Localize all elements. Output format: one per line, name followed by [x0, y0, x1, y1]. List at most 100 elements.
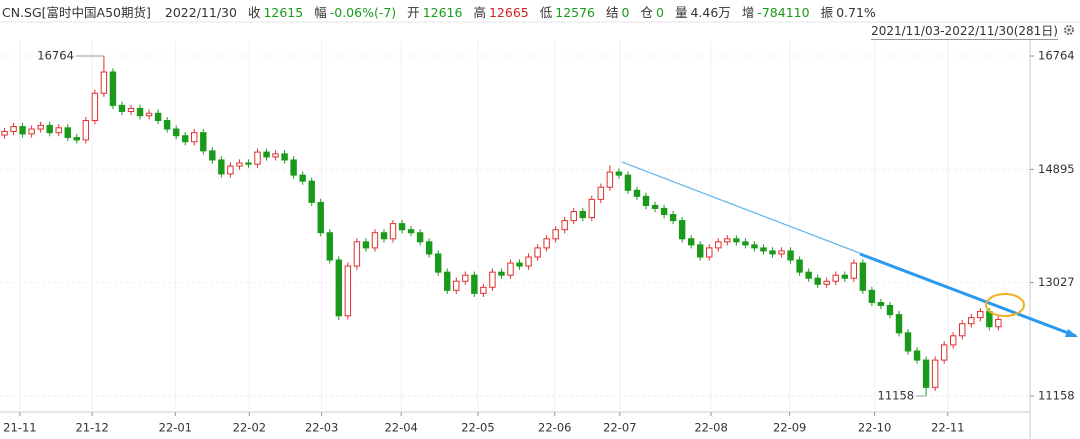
quote-field: 开 12616 [407, 2, 462, 20]
date-range[interactable]: 2021/11/03-2022/11/30(281日) [871, 24, 1058, 40]
x-tick-label: 22-06 [538, 421, 571, 435]
quote-field: CN.SG[富时中国A50期货] 2022/11/30 [2, 2, 237, 20]
candle-body [154, 112, 162, 122]
candle-body [579, 211, 586, 219]
candle-body [416, 232, 424, 243]
field-label: 高 [473, 5, 486, 20]
y-tick-label: 13027 [1038, 275, 1075, 289]
quote-header: CN.SG[富时中国A50期货] 2022/11/30 收 12615 幅 -0.06%(… [2, 2, 887, 20]
candle-body [859, 262, 867, 291]
candle-body [353, 241, 361, 267]
candle-body [326, 232, 333, 261]
candle-body [922, 359, 930, 388]
candle-body [606, 171, 614, 188]
x-tick-label: 22-07 [603, 421, 636, 435]
candle-body [959, 323, 966, 337]
field-value: 12665 [488, 5, 529, 20]
candle-body [73, 137, 81, 141]
candle-body [715, 241, 722, 249]
candle-body [163, 120, 171, 130]
x-tick-label: 22-11 [931, 421, 964, 435]
candle-body [425, 241, 433, 255]
candle-body [290, 159, 297, 176]
settings-icon[interactable] [1064, 25, 1074, 35]
field-label: 振 [820, 5, 834, 20]
candle-body [317, 201, 324, 234]
candle-body [543, 238, 550, 249]
field-label: 低 [539, 5, 553, 20]
candle-body [489, 271, 496, 288]
candle-body [335, 259, 343, 317]
field-label: 增 [741, 5, 755, 20]
candle-body [136, 107, 144, 117]
quote-field: 幅 -0.06%(-7) [314, 2, 396, 20]
candle-body [471, 274, 478, 294]
candle-body [19, 126, 26, 135]
trend-line-thick [859, 252, 1077, 338]
quote-field: 量 4.46万 [675, 2, 731, 20]
candle-body [389, 223, 397, 240]
field-label: 量 [674, 5, 688, 20]
candle-body [660, 207, 668, 216]
candle-body [751, 244, 758, 249]
field-value: 0 [621, 5, 630, 20]
candle-body [624, 174, 632, 191]
x-tick-label: 22-05 [461, 421, 494, 435]
field-value: 12615 [263, 5, 304, 20]
field-value: -784110 [757, 5, 810, 20]
candle-body [299, 174, 306, 182]
candle-body [561, 220, 568, 231]
candle-body [525, 256, 532, 267]
candle-body [742, 241, 749, 246]
candle-body [145, 112, 153, 117]
candle-body [669, 214, 677, 222]
quote-field: 收 12615 [248, 2, 303, 20]
x-tick-label: 22-02 [233, 421, 266, 435]
candle-body [706, 247, 713, 258]
candle-body [778, 250, 785, 255]
candle-body [272, 153, 279, 158]
candle-body [850, 262, 858, 279]
quote-field: 低 12576 [540, 2, 595, 20]
candle-body [769, 250, 776, 255]
min-label: 11158 [878, 388, 915, 402]
candle-body [697, 244, 704, 258]
candle-body [227, 165, 234, 175]
candle-body [91, 92, 99, 122]
candle-body [687, 238, 695, 246]
max-label: 16764 [37, 49, 74, 63]
candle-body [552, 229, 559, 240]
candle-body [380, 232, 388, 240]
candle-body [127, 107, 135, 112]
trend-arrow [1065, 329, 1078, 337]
candle-body [28, 128, 35, 135]
candle-body [344, 265, 352, 317]
candle-body [462, 274, 469, 282]
candle-body [823, 280, 830, 285]
field-value: 0 [656, 5, 664, 20]
candle-body [362, 241, 370, 249]
candle-body [434, 253, 442, 273]
candle-body [218, 159, 225, 175]
x-tick-label: 22-10 [858, 421, 891, 435]
candle-body [398, 223, 406, 231]
x-tick-label: 21-11 [3, 421, 36, 435]
candle-body [570, 211, 577, 222]
x-tick-label: 21-12 [75, 421, 108, 435]
field-value: 12616 [422, 5, 463, 20]
candle-body [968, 317, 975, 325]
candle-body [597, 186, 605, 200]
candle-body [814, 277, 821, 285]
candle-body [724, 238, 731, 243]
quote-field: 高 12665 [473, 2, 528, 20]
field-label: 仓 [640, 5, 653, 20]
candle-body [977, 311, 984, 319]
y-tick-label: 14895 [1038, 162, 1075, 176]
candle-body [877, 301, 885, 307]
y-tick-label: 11158 [1038, 388, 1075, 402]
field-value: 4.46万 [690, 5, 731, 20]
candle-body [1, 130, 8, 136]
candle-body [904, 332, 912, 352]
